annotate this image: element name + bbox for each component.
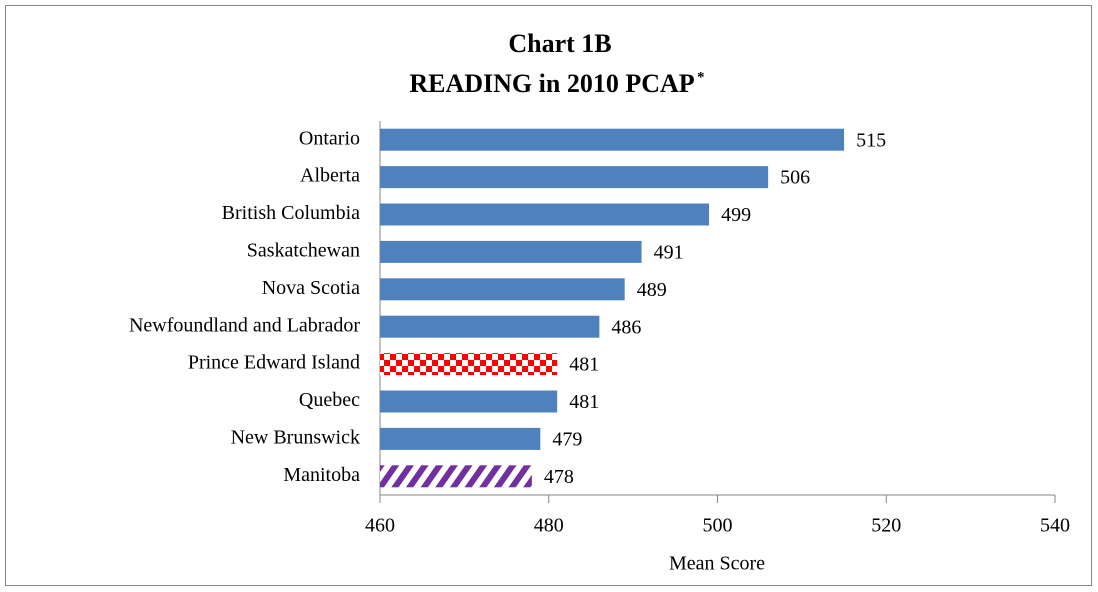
bar: [380, 427, 541, 450]
value-label: 479: [552, 428, 582, 450]
bar: [380, 353, 558, 376]
bar: [380, 166, 769, 189]
y-tick-label: Nova Scotia: [262, 277, 360, 299]
y-tick-label: British Columbia: [222, 202, 360, 224]
x-tick-label: 460: [365, 515, 395, 537]
y-tick-label: Quebec: [299, 389, 360, 411]
bar: [380, 315, 600, 338]
value-label: 481: [569, 354, 599, 376]
chart-title: Chart 1B: [508, 29, 611, 58]
value-label: 478: [544, 466, 574, 488]
subtitle-note: *: [697, 69, 705, 85]
y-tick-label: Newfoundland and Labrador: [129, 314, 360, 336]
value-label: 489: [637, 279, 667, 301]
x-tick-label: 500: [703, 515, 733, 537]
value-label: 491: [654, 241, 684, 263]
bar: [380, 278, 625, 301]
bar: [380, 128, 845, 151]
y-tick-label: Saskatchewan: [247, 239, 360, 261]
chart-subtitle: READING in 2010 PCAP: [409, 69, 694, 98]
bar: [380, 390, 558, 413]
x-tick-label: 520: [871, 515, 901, 537]
value-label: 515: [856, 129, 886, 151]
y-tick-label: Prince Edward Island: [188, 352, 360, 374]
value-label: 499: [721, 204, 751, 226]
bar: [380, 240, 642, 263]
value-label: 481: [569, 391, 599, 413]
y-tick-label: Manitoba: [283, 464, 360, 486]
value-label: 506: [780, 167, 810, 189]
y-tick-label: Ontario: [299, 127, 360, 149]
y-tick-label: New Brunswick: [231, 426, 360, 448]
x-tick-label: 540: [1040, 515, 1070, 537]
bar: [380, 465, 532, 488]
x-tick-label: 480: [534, 515, 564, 537]
value-label: 486: [611, 316, 641, 338]
x-axis-label: Mean Score: [669, 553, 765, 575]
y-tick-label: Alberta: [300, 165, 360, 187]
bar: [380, 203, 710, 226]
